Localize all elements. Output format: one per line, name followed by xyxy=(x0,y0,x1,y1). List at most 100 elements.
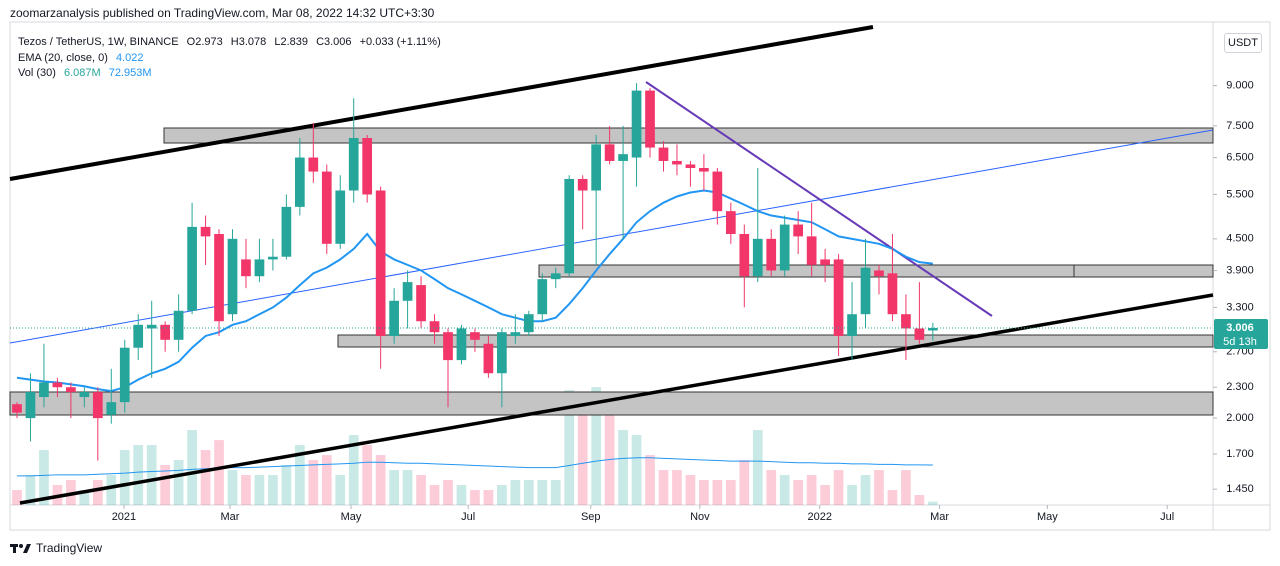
volume-bar xyxy=(12,490,22,505)
volume-bar xyxy=(887,490,898,505)
x-tick-label: 2021 xyxy=(112,511,136,523)
volume-bar xyxy=(241,475,251,505)
volume-layer xyxy=(12,387,938,505)
volume-bar xyxy=(106,475,117,505)
candle-body xyxy=(564,178,575,274)
support-zone xyxy=(337,334,1214,348)
volume-bar xyxy=(820,485,830,505)
candle-body xyxy=(658,147,669,161)
volume-bar xyxy=(214,440,224,505)
legend: Tezos / TetherUS, 1W, BINANCE O2.973 H3.… xyxy=(18,35,446,82)
volume-bar xyxy=(618,430,628,505)
downtrend-line xyxy=(645,81,993,317)
candle-body xyxy=(92,392,103,419)
y-tick-label: 5.500 xyxy=(1226,188,1254,200)
y-tick-label: 7.500 xyxy=(1226,120,1254,132)
candles-layer xyxy=(10,83,1213,461)
volume-bar xyxy=(443,480,453,505)
y-tick-label: 1.450 xyxy=(1226,483,1254,495)
volume-bar xyxy=(160,465,171,505)
candle-body xyxy=(187,226,197,311)
ema-line xyxy=(16,189,933,393)
candle-body xyxy=(914,328,925,340)
volume-bar xyxy=(227,470,238,505)
volume-bar xyxy=(375,455,386,505)
volume-bar xyxy=(200,450,211,505)
ema-name: EMA (20, close, 0) xyxy=(18,51,108,64)
volume-bar xyxy=(416,475,426,505)
axes-layer: 9.0007.5006.5005.5004.5003.9003.3002.700… xyxy=(112,80,1268,523)
x-tick-label: Jul xyxy=(461,511,475,523)
volume-bar xyxy=(268,475,278,505)
candle-body xyxy=(268,256,278,260)
x-tick-label: Jul xyxy=(1160,511,1174,523)
footer: TradingView xyxy=(10,541,102,555)
volume-bar xyxy=(281,465,292,505)
close: C3.006 xyxy=(316,36,352,48)
candle-body xyxy=(766,238,777,271)
volume-bar xyxy=(591,387,601,505)
candle-body xyxy=(577,178,588,191)
currency-button[interactable]: USDT xyxy=(1224,33,1262,53)
legend-row: Vol (30) 6.087M 72.953M xyxy=(18,66,446,82)
candle-body xyxy=(699,167,709,172)
volume-bar xyxy=(766,470,777,505)
candle-body xyxy=(591,144,601,191)
candle-body xyxy=(160,324,171,340)
volume-bar xyxy=(739,460,750,505)
candle-body xyxy=(672,160,682,165)
volume-bar xyxy=(685,475,696,505)
volume-bar xyxy=(914,495,925,505)
candle-body xyxy=(227,238,238,315)
volume-bar xyxy=(456,485,467,505)
volume-bar xyxy=(699,480,709,505)
channel-top xyxy=(9,25,874,181)
volume-bar xyxy=(402,470,413,505)
volume-bar xyxy=(604,400,615,505)
candle-body xyxy=(362,138,373,195)
volume-bar xyxy=(308,460,319,505)
ema-value: 4.022 xyxy=(115,51,144,64)
candle-body xyxy=(39,382,49,398)
candle-body xyxy=(510,332,521,336)
volume-bar xyxy=(901,470,911,505)
candle-body xyxy=(375,190,386,336)
volume-bar xyxy=(806,475,817,505)
candle-body xyxy=(874,270,884,277)
volume-bar xyxy=(577,405,588,505)
resistance-zone xyxy=(163,127,1214,144)
candle-body xyxy=(66,387,76,393)
volume-bar xyxy=(483,490,494,505)
candle-body xyxy=(214,233,224,322)
candle-body xyxy=(281,206,292,257)
x-tick-label: May xyxy=(1037,511,1058,523)
volume-bar xyxy=(497,485,507,505)
candle-body xyxy=(712,171,723,212)
open: O2.973 xyxy=(186,36,223,48)
volume-bar xyxy=(928,501,938,505)
candle-body xyxy=(928,328,938,331)
candle-body xyxy=(456,328,467,361)
logo-icon xyxy=(10,544,31,553)
volume-bar xyxy=(631,435,642,505)
candle-body xyxy=(604,144,615,161)
trend-line xyxy=(9,129,1214,344)
candle-body xyxy=(860,267,871,315)
volume-bar xyxy=(173,460,184,505)
candle-body xyxy=(335,190,346,244)
legend-row: EMA (20, close, 0) 4.022 xyxy=(18,51,446,67)
volume-bar xyxy=(752,430,763,505)
symbol: Tezos / TetherUS, 1W, BINANCE xyxy=(18,36,179,48)
volume-bar xyxy=(658,470,669,505)
volume-bar xyxy=(25,475,36,505)
candle-body xyxy=(173,310,184,340)
vol-value: 6.087M xyxy=(63,67,101,79)
publish-header: zoomarzanalysis published on TradingView… xyxy=(10,6,435,20)
drawings xyxy=(9,25,1214,505)
last-price-box xyxy=(1214,319,1268,350)
candle-body xyxy=(146,324,157,329)
y-tick-label: 2.300 xyxy=(1226,381,1254,393)
candle-body xyxy=(618,154,628,161)
volume-bar xyxy=(39,450,49,505)
low: L2.839 xyxy=(274,36,308,48)
